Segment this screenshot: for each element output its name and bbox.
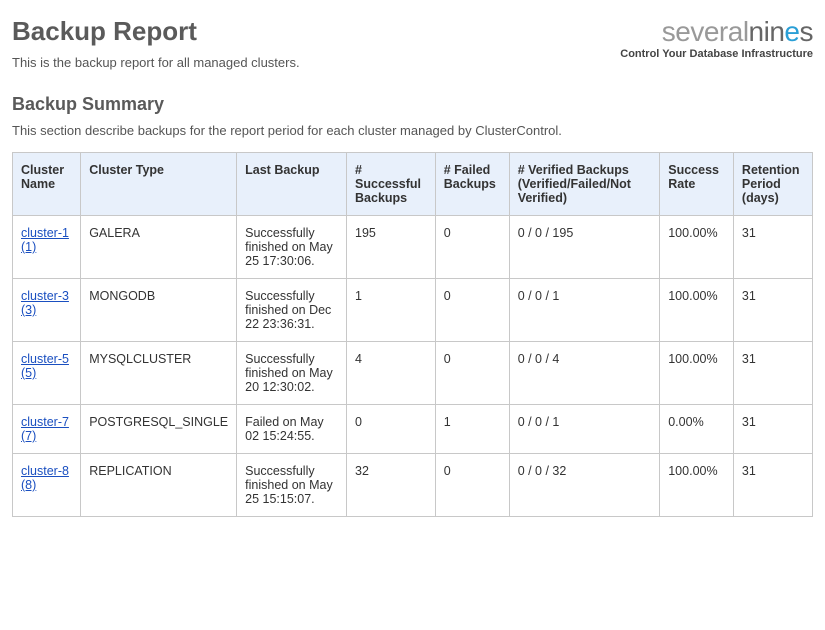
- summary-description: This section describe backups for the re…: [12, 123, 813, 138]
- cell-successful: 195: [347, 216, 436, 279]
- cell-cluster-type: GALERA: [81, 216, 237, 279]
- cell-cluster-type: POSTGRESQL_SINGLE: [81, 405, 237, 454]
- cell-success-rate: 0.00%: [660, 405, 734, 454]
- col-success-rate: Success Rate: [660, 153, 734, 216]
- table-row: cluster-5 (5) MYSQLCLUSTERSuccessfully fi…: [13, 342, 813, 405]
- cell-successful: 1: [347, 279, 436, 342]
- cell-retention: 31: [733, 279, 812, 342]
- page-title: Backup Report: [12, 16, 300, 47]
- cell-failed: 0: [435, 342, 509, 405]
- cell-retention: 31: [733, 216, 812, 279]
- table-row: cluster-8 (8) REPLICATIONSuccessfully fin…: [13, 454, 813, 517]
- col-failed: # Failed Backups: [435, 153, 509, 216]
- cell-verified: 0 / 0 / 32: [509, 454, 660, 517]
- col-retention: Retention Period (days): [733, 153, 812, 216]
- cell-last-backup: Successfully finished on Dec 22 23:36:31…: [237, 279, 347, 342]
- cluster-link[interactable]: cluster-5 (5): [21, 352, 69, 380]
- cell-cluster-type: MONGODB: [81, 279, 237, 342]
- cell-verified: 0 / 0 / 4: [509, 342, 660, 405]
- cell-verified: 0 / 0 / 1: [509, 405, 660, 454]
- col-cluster-name: Cluster Name: [13, 153, 81, 216]
- cell-success-rate: 100.00%: [660, 454, 734, 517]
- col-cluster-type: Cluster Type: [81, 153, 237, 216]
- cell-verified: 0 / 0 / 195: [509, 216, 660, 279]
- cell-cluster-name: cluster-7 (7): [13, 405, 81, 454]
- brand-part1: several: [662, 16, 749, 47]
- cell-retention: 31: [733, 405, 812, 454]
- cell-successful: 4: [347, 342, 436, 405]
- brand-logo: severalnines: [620, 18, 813, 46]
- col-verified: # Verified Backups (Verified/Failed/Not …: [509, 153, 660, 216]
- brand-tagline: Control Your Database Infrastructure: [620, 48, 813, 60]
- summary-heading: Backup Summary: [12, 94, 813, 115]
- cell-cluster-name: cluster-8 (8): [13, 454, 81, 517]
- brand-part4: s: [800, 16, 814, 47]
- cell-last-backup: Failed on May 02 15:24:55.: [237, 405, 347, 454]
- col-last-backup: Last Backup: [237, 153, 347, 216]
- table-body: cluster-1 (1)GALERASuccessfully finished…: [13, 216, 813, 517]
- brand-part2: nin: [749, 16, 785, 47]
- cell-successful: 32: [347, 454, 436, 517]
- cell-last-backup: Successfully finished on May 25 15:15:07…: [237, 454, 347, 517]
- col-successful: # Successful Backups: [347, 153, 436, 216]
- cluster-link[interactable]: cluster-1 (1): [21, 226, 69, 254]
- cell-failed: 0: [435, 216, 509, 279]
- cell-last-backup: Successfully finished on May 25 17:30:06…: [237, 216, 347, 279]
- header-left: Backup Report This is the backup report …: [12, 12, 300, 84]
- cell-failed: 1: [435, 405, 509, 454]
- table-row: cluster-7 (7) POSTGRESQL_SINGLEFailed on …: [13, 405, 813, 454]
- table-row: cluster-3 (3) MONGODBSuccessfully finishe…: [13, 279, 813, 342]
- cell-cluster-type: MYSQLCLUSTER: [81, 342, 237, 405]
- cell-cluster-type: REPLICATION: [81, 454, 237, 517]
- backup-summary-table: Cluster Name Cluster Type Last Backup # …: [12, 152, 813, 517]
- cell-retention: 31: [733, 342, 812, 405]
- brand-block: severalnines Control Your Database Infra…: [620, 18, 813, 60]
- cell-success-rate: 100.00%: [660, 342, 734, 405]
- cell-success-rate: 100.00%: [660, 279, 734, 342]
- cell-retention: 31: [733, 454, 812, 517]
- cluster-link[interactable]: cluster-7 (7): [21, 415, 69, 443]
- cell-cluster-name: cluster-1 (1): [13, 216, 81, 279]
- cluster-link[interactable]: cluster-3 (3): [21, 289, 69, 317]
- cell-successful: 0: [347, 405, 436, 454]
- brand-part3: e: [784, 16, 799, 47]
- header-row: Backup Report This is the backup report …: [12, 12, 813, 84]
- cell-success-rate: 100.00%: [660, 216, 734, 279]
- cell-cluster-name: cluster-5 (5): [13, 342, 81, 405]
- table-header-row: Cluster Name Cluster Type Last Backup # …: [13, 153, 813, 216]
- cell-failed: 0: [435, 454, 509, 517]
- page-intro: This is the backup report for all manage…: [12, 55, 300, 70]
- cell-last-backup: Successfully finished on May 20 12:30:02…: [237, 342, 347, 405]
- cluster-link[interactable]: cluster-8 (8): [21, 464, 69, 492]
- cell-failed: 0: [435, 279, 509, 342]
- cell-cluster-name: cluster-3 (3): [13, 279, 81, 342]
- table-row: cluster-1 (1) GALERASuccessfully finished…: [13, 216, 813, 279]
- cell-verified: 0 / 0 / 1: [509, 279, 660, 342]
